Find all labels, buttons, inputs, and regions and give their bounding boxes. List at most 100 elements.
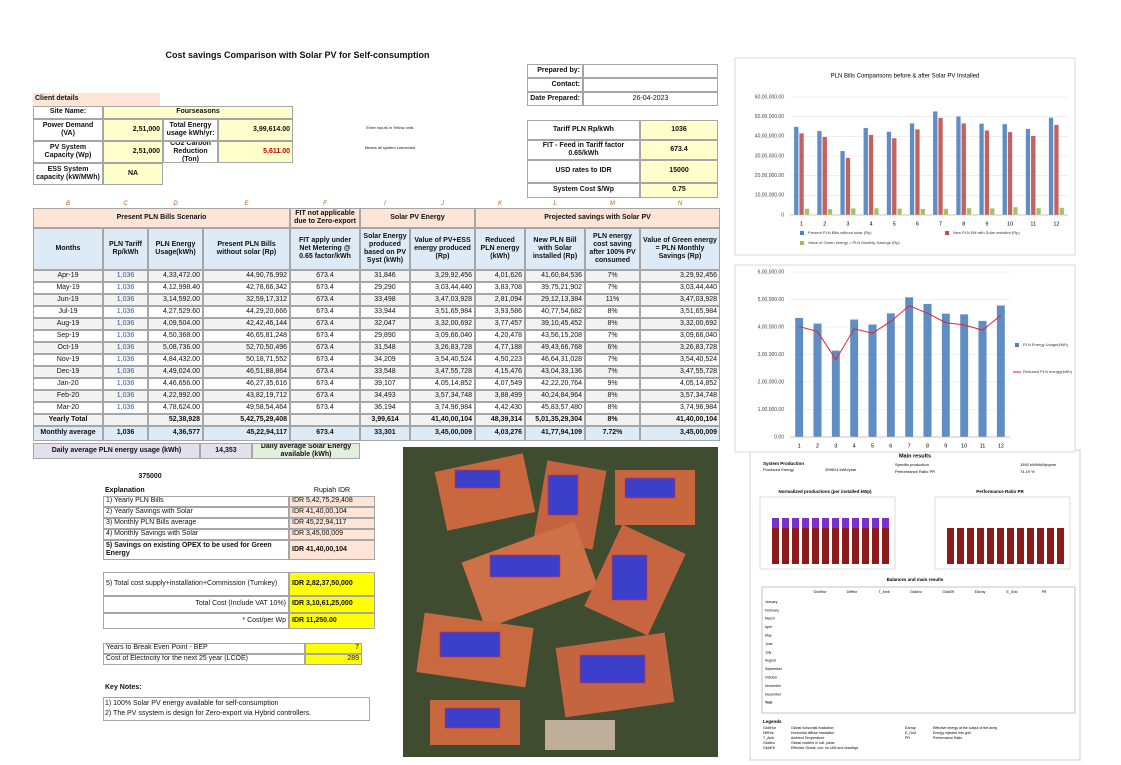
x-tick-label: 6 (916, 221, 919, 227)
total-cell: 48,39,314 (475, 414, 525, 426)
table-cell: 3,03,44,440 (640, 282, 720, 294)
report-chart-bar (842, 528, 849, 564)
report-table-row: October (765, 676, 778, 680)
report-chart-bar (822, 518, 829, 528)
field-label: CO2 Carbon Reduction (Ton) (163, 141, 218, 163)
table-cell: 52,70,50,496 (203, 342, 290, 354)
solar-panels (439, 469, 676, 729)
table-cell: 44,29,20,666 (203, 306, 290, 318)
table-cell: 39,107 (360, 378, 410, 390)
report-chart-bar (842, 518, 849, 528)
field-value: 289 (305, 654, 362, 665)
table-cell: 6% (585, 342, 640, 354)
table-cell: 3,57,34,748 (640, 390, 720, 402)
bar (831, 350, 841, 438)
table-cell: 32,047 (360, 318, 410, 330)
section-header: Key Notes: (105, 683, 142, 691)
report-chart-title: Normalized productions (per installed kW… (778, 489, 872, 494)
table-cell: 1,036 (103, 318, 148, 330)
table-cell: 29,290 (360, 282, 410, 294)
table-cell: 4,12,998.40 (148, 282, 203, 294)
x-tick-label: 10 (961, 443, 967, 449)
field-label: Cost of Electricity for the next 25 year… (103, 654, 305, 665)
total-cell: Yearly Total (33, 414, 103, 426)
table-cell: Aug-19 (33, 318, 103, 330)
report-legend-key: PR (905, 736, 910, 740)
report-table-row: January (765, 600, 778, 604)
column-letter: C (123, 200, 128, 207)
bar (868, 134, 874, 216)
bar (845, 157, 851, 216)
table-cell: 3,77,457 (475, 318, 525, 330)
table-cell: 4,50,368.00 (148, 330, 203, 342)
legend-label: New PLN Bill with Solar installed (Rp) (953, 230, 1020, 235)
note-item: 2) The PV ssystem is design for Zero-exp… (105, 709, 312, 717)
average-cell: 1,036 (103, 426, 148, 441)
average-cell: 673.4 (290, 426, 360, 441)
field-label: Prepared by: (527, 64, 583, 78)
x-tick-label: 2 (816, 443, 819, 449)
total-cell: 5,01,35,29,304 (525, 414, 585, 426)
x-tick-label: 7 (939, 221, 942, 227)
field-value: IDR 2,82,37,50,000 (289, 572, 375, 596)
total-cell (103, 414, 148, 426)
report-chart-bar (882, 528, 889, 564)
field-value: 15000 (640, 160, 718, 183)
notes-box (103, 697, 370, 721)
bar (822, 136, 828, 216)
report-chart-bar (852, 528, 859, 564)
table-cell: 43,56,15,208 (525, 330, 585, 342)
table-cell: 673.4 (290, 330, 360, 342)
report-chart-bar (802, 518, 809, 528)
bar (1030, 135, 1036, 216)
report-chart-bar (852, 518, 859, 528)
report-table-row: September (765, 667, 783, 671)
report-chart-bar (987, 528, 994, 564)
y-tick-label: 50,00,000.00 (755, 114, 784, 120)
field-value: 3,99,614.00 (218, 119, 293, 141)
x-tick-label: 5 (893, 221, 896, 227)
bar (1012, 206, 1018, 216)
field-value (583, 78, 718, 92)
x-tick-label: 1 (800, 221, 803, 227)
table-cell: 44,90,76,992 (203, 270, 290, 282)
table-cell: 7% (585, 366, 640, 378)
table-cell: 3,47,03,928 (410, 294, 475, 306)
report-chart-bar (792, 528, 799, 564)
table-cell: 1,036 (103, 342, 148, 354)
field-label: Date Prepared: (527, 92, 583, 106)
table-cell: 3,54,40,524 (640, 354, 720, 366)
bar (920, 208, 926, 216)
x-tick-label: 9 (944, 443, 947, 449)
legend-label: PLN Energy Usage(kWh) (1023, 342, 1069, 347)
column-header: Value of PV+ESS energy produced (Rp) (410, 228, 475, 270)
field-label: System Cost $/Wp (527, 183, 640, 198)
bar (978, 320, 987, 438)
table-cell: 4,05,14,852 (640, 378, 720, 390)
table-cell: 43,82,19,712 (203, 390, 290, 402)
table-cell: Mar-20 (33, 402, 103, 414)
report-table-row: March (765, 617, 775, 621)
bar (914, 129, 920, 216)
y-tick-label: 0 (781, 212, 784, 218)
bar (813, 323, 822, 438)
field-label: 1) Yearly PLN Bills (103, 496, 289, 507)
y-tick-label: 4,00,000.00 (758, 324, 785, 330)
report-value: 399614 kWh/year (825, 467, 857, 472)
y-tick-label: 2,00,000.00 (758, 379, 785, 385)
table-cell: 3,74,96,984 (640, 402, 720, 414)
field-label: 5) Total cost supply+installation+Commis… (103, 572, 289, 596)
field-label: * Cost/per Wp (103, 613, 289, 629)
field-value: 14,353 (200, 443, 252, 459)
report-legend-key: GlobHor (763, 726, 777, 730)
table-cell: Jun-19 (33, 294, 103, 306)
table-cell: Dec-19 (33, 366, 103, 378)
report-chart-bar (947, 528, 954, 564)
bar (941, 313, 951, 438)
report-table-row: July (765, 650, 771, 654)
average-cell: 3,45,00,009 (410, 426, 475, 441)
report-chart-bar (1037, 528, 1044, 564)
report-legend-key: GlobEff (763, 746, 775, 750)
column-header: PLN Tariff Rp/kWh (103, 228, 148, 270)
table-cell: 42,78,66,342 (203, 282, 290, 294)
